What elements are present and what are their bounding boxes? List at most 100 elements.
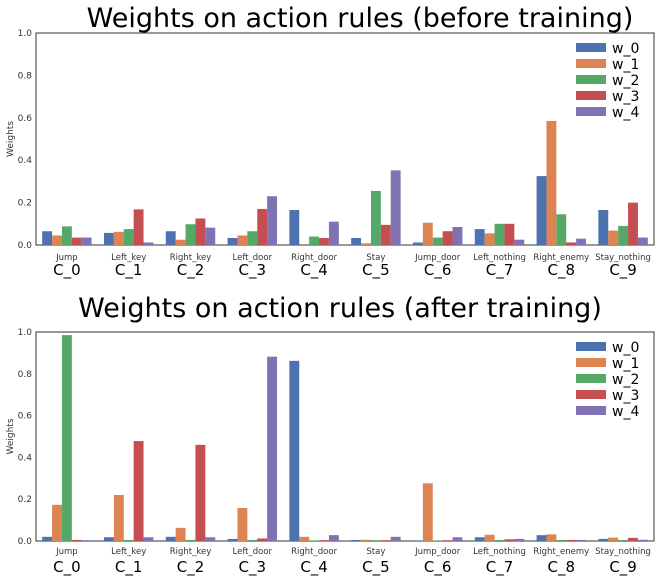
- chart-0-bar-w_4-C_2: [205, 227, 216, 245]
- chart-0-bar-w_0-C_2: [165, 231, 176, 245]
- chart-before-training: Weights on action rules (before training…: [6, 3, 655, 280]
- chart-1-bar-w_4-C_4: [328, 535, 339, 541]
- chart-0-bar-w_1-C_8: [546, 120, 557, 245]
- chart-0-bar-w_0-C_0: [42, 231, 53, 245]
- chart-1-category-id-2: C_2: [177, 558, 205, 577]
- chart-0-ytick-5: 1.0: [18, 29, 33, 39]
- chart-1-bar-w_2-C_7: [494, 539, 505, 541]
- chart-1-bar-w_0-C_1: [103, 537, 114, 541]
- chart-0-ytick-3: 0.6: [18, 114, 33, 124]
- chart-1-bar-w_2-C_6: [432, 540, 443, 541]
- chart-0-legend-swatch-w_4: [576, 107, 606, 116]
- chart-1-legend-swatch-w_4: [576, 406, 606, 415]
- chart-1-category-id-1: C_1: [115, 558, 143, 577]
- chart-1-ytick-1: 0.2: [18, 495, 32, 505]
- chart-0-category-label-7: Left_nothing: [473, 253, 526, 263]
- chart-0-axes-frame: [35, 32, 655, 246]
- chart-0-legend-label-w_0: w_0: [612, 41, 639, 57]
- chart-0-bar-w_4-C_8: [576, 238, 587, 245]
- chart-0-bar-w_3-C_0: [71, 237, 82, 245]
- chart-0-legend-label-w_4: w_4: [612, 105, 639, 121]
- chart-1-bar-w_4-C_2: [205, 537, 216, 541]
- chart-1-ylabel: Weights: [6, 418, 16, 454]
- chart-1-bar-w_4-C_5: [390, 536, 401, 541]
- chart-0-bar-w_0-C_1: [103, 232, 114, 245]
- chart-0-bar-w_2-C_1: [123, 229, 134, 245]
- chart-1-bar-w_4-C_7: [514, 538, 525, 541]
- chart-0-bar-w_0-C_3: [227, 238, 238, 245]
- chart-0-legend-swatch-w_3: [576, 91, 606, 100]
- chart-1-bar-w_2-C_9: [618, 539, 629, 541]
- chart-1-bar-w_2-C_4: [309, 540, 320, 541]
- chart-1-bar-w_0-C_9: [598, 538, 609, 541]
- chart-1-bar-w_1-C_9: [608, 537, 619, 541]
- chart-0-bar-w_0-C_4: [289, 210, 300, 245]
- chart-1-ytick-4: 0.8: [18, 370, 33, 380]
- chart-0-legend-label-w_1: w_1: [612, 57, 639, 73]
- chart-0-bar-w_1-C_1: [113, 231, 124, 245]
- chart-0-bar-w_1-C_2: [175, 239, 186, 245]
- chart-1-bar-w_3-C_2: [195, 444, 206, 541]
- chart-1-category-label-9: Stay_nothing: [595, 547, 651, 557]
- chart-0-category-id-5: C_5: [362, 261, 390, 280]
- chart-0-bar-w_3-C_1: [133, 209, 144, 245]
- chart-0-bar-w_2-C_3: [247, 231, 258, 245]
- chart-0-category-id-7: C_7: [486, 261, 514, 280]
- chart-0-bar-w_3-C_7: [504, 223, 515, 245]
- chart-1-bar-w_1-C_2: [175, 527, 186, 541]
- chart-1-axes-frame: [35, 331, 655, 542]
- chart-0-category-label-9: Stay_nothing: [595, 253, 651, 263]
- chart-1-category-id-8: C_8: [548, 558, 576, 577]
- chart-0-bar-w_2-C_6: [432, 237, 443, 245]
- chart-0-bar-w_1-C_7: [484, 233, 495, 245]
- chart-1-bar-w_1-C_0: [52, 504, 62, 541]
- chart-1-bar-w_3-C_5: [380, 540, 391, 541]
- chart-1-bar-w_0-C_3: [227, 538, 238, 541]
- chart-1-legend-label-w_0: w_0: [612, 340, 639, 356]
- chart-1-category-label-4: Right_door: [291, 547, 337, 557]
- chart-1-category-id-6: C_6: [424, 558, 452, 577]
- chart-0-category-label-6: Jump_door: [414, 253, 461, 263]
- chart-1-bar-w_1-C_1: [113, 495, 124, 541]
- chart-1-bar-w_4-C_1: [143, 537, 154, 541]
- chart-0-bar-w_4-C_0: [81, 237, 92, 245]
- chart-0-bar-w_2-C_7: [494, 223, 505, 245]
- chart-0-bar-w_2-C_4: [309, 236, 320, 245]
- chart-1-category-label-2: Right_key: [170, 547, 212, 557]
- chart-1-bar-w_1-C_6: [422, 483, 433, 541]
- chart-0-category-label-1: Left_key: [111, 253, 146, 263]
- chart-1-bar-w_0-C_8: [536, 535, 547, 541]
- chart-1-legend-swatch-w_2: [576, 374, 606, 383]
- chart-0-legend-swatch-w_2: [576, 75, 606, 84]
- chart-0-category-label-3: Left_door: [233, 253, 273, 263]
- chart-1-bar-w_2-C_5: [370, 540, 381, 541]
- chart-0-category-id-9: C_9: [609, 261, 637, 280]
- chart-0-legend-swatch-w_0: [576, 43, 606, 52]
- chart-1-bar-w_2-C_8: [556, 539, 567, 541]
- chart-1-bar-w_0-C_4: [289, 360, 300, 541]
- chart-0-bar-w_3-C_9: [628, 202, 638, 245]
- chart-0-bar-w_4-C_5: [390, 170, 401, 245]
- chart-0-bar-w_0-C_6: [412, 242, 423, 245]
- chart-1-bar-w_1-C_5: [361, 539, 371, 541]
- chart-0-category-id-2: C_2: [177, 261, 205, 280]
- chart-0-ylabel: Weights: [6, 121, 16, 157]
- chart-1-bar-w_4-C_0: [81, 540, 92, 541]
- chart-1-category-label-7: Left_nothing: [473, 547, 526, 557]
- chart-0-bar-w_4-C_9: [637, 237, 648, 245]
- chart-1-bar-w_3-C_8: [566, 539, 577, 541]
- chart-1-bar-w_2-C_0: [61, 335, 72, 541]
- chart-0-ytick-1: 0.2: [18, 199, 32, 209]
- chart-1-legend-label-w_2: w_2: [612, 372, 639, 388]
- chart-1-category-id-4: C_4: [300, 558, 328, 577]
- chart-0-bar-w_2-C_2: [185, 224, 196, 245]
- chart-0-bar-w_4-C_4: [328, 221, 339, 245]
- chart-0-title: Weights on action rules (before training…: [87, 3, 634, 34]
- chart-1-category-label-8: Right_enemy: [533, 547, 589, 557]
- chart-1-legend-label-w_1: w_1: [612, 356, 639, 372]
- chart-0-legend-label-w_2: w_2: [612, 73, 639, 89]
- chart-1-bar-w_0-C_7: [474, 537, 485, 541]
- chart-0-category-label-4: Right_door: [291, 253, 337, 263]
- chart-0-category-id-6: C_6: [424, 261, 452, 280]
- chart-1-category-id-5: C_5: [362, 558, 390, 577]
